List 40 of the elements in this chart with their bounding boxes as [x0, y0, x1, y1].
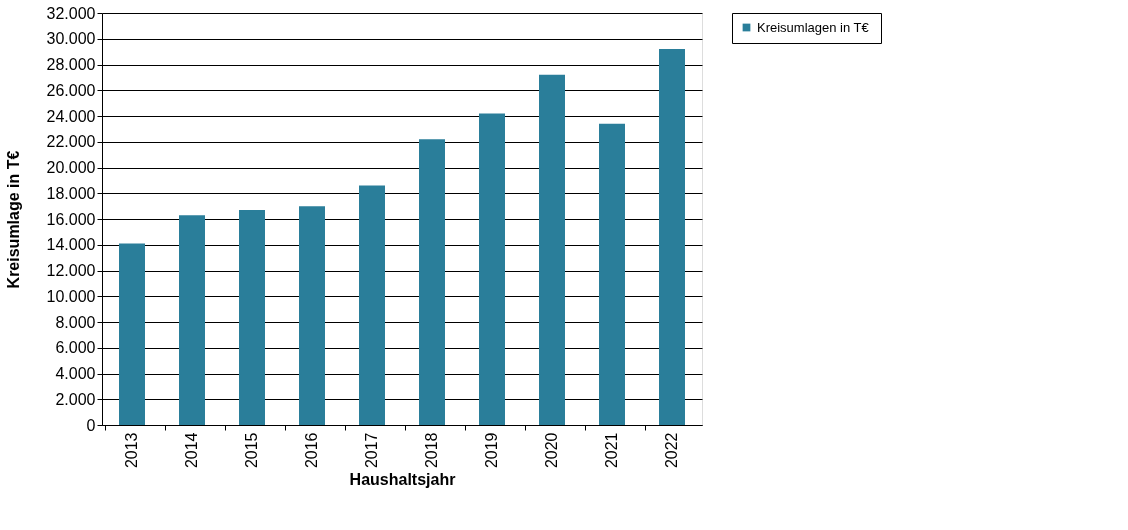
bar: [479, 113, 505, 425]
x-tick-label: 2022: [663, 432, 680, 469]
y-tick-label: 14.000: [46, 236, 96, 254]
bar: [659, 49, 685, 425]
y-axis-title: Kreisumlage in T€: [4, 150, 22, 289]
y-tick-label: 26.000: [46, 81, 96, 99]
x-tick-label: 2014: [183, 432, 200, 469]
x-axis-title: Haushaltsjahr: [349, 471, 456, 489]
y-tick-label: 24.000: [46, 107, 96, 125]
bar: [419, 139, 445, 425]
y-tick-label: 4.000: [55, 365, 96, 382]
x-tick-label: 2020: [543, 432, 560, 469]
bar: [179, 215, 205, 425]
bar: [599, 123, 625, 425]
y-tick-label: 0: [86, 416, 96, 434]
x-tick-label: 2018: [423, 432, 440, 469]
y-tick-label: 30.000: [46, 30, 96, 48]
y-tick-label: 18.000: [46, 184, 96, 202]
bar: [539, 74, 565, 425]
bar: [299, 206, 325, 425]
x-tick-label: 2013: [123, 432, 140, 469]
x-tick-label: 2019: [483, 432, 500, 469]
y-tick-label: 32.000: [46, 4, 96, 22]
y-tick-label: 12.000: [46, 262, 96, 279]
y-tick-label: 16.000: [46, 210, 96, 228]
y-tick-label: 20.000: [46, 159, 96, 176]
y-tick-label: 8.000: [55, 313, 96, 331]
x-tick-label: 2017: [363, 432, 380, 469]
x-tick-label: 2015: [243, 432, 260, 469]
y-tick-label: 22.000: [46, 133, 96, 151]
bar: [359, 185, 385, 425]
bar: [239, 209, 265, 425]
y-tick-label: 10.000: [46, 287, 96, 305]
legend-label: Kreisumlagen in T€: [757, 19, 870, 35]
y-tick-label: 28.000: [46, 56, 96, 73]
x-tick-label: 2016: [303, 432, 320, 469]
bar: [119, 243, 145, 425]
y-tick-label: 2.000: [55, 390, 96, 408]
x-tick-label: 2021: [603, 432, 620, 469]
y-tick-label: 6.000: [55, 339, 96, 357]
